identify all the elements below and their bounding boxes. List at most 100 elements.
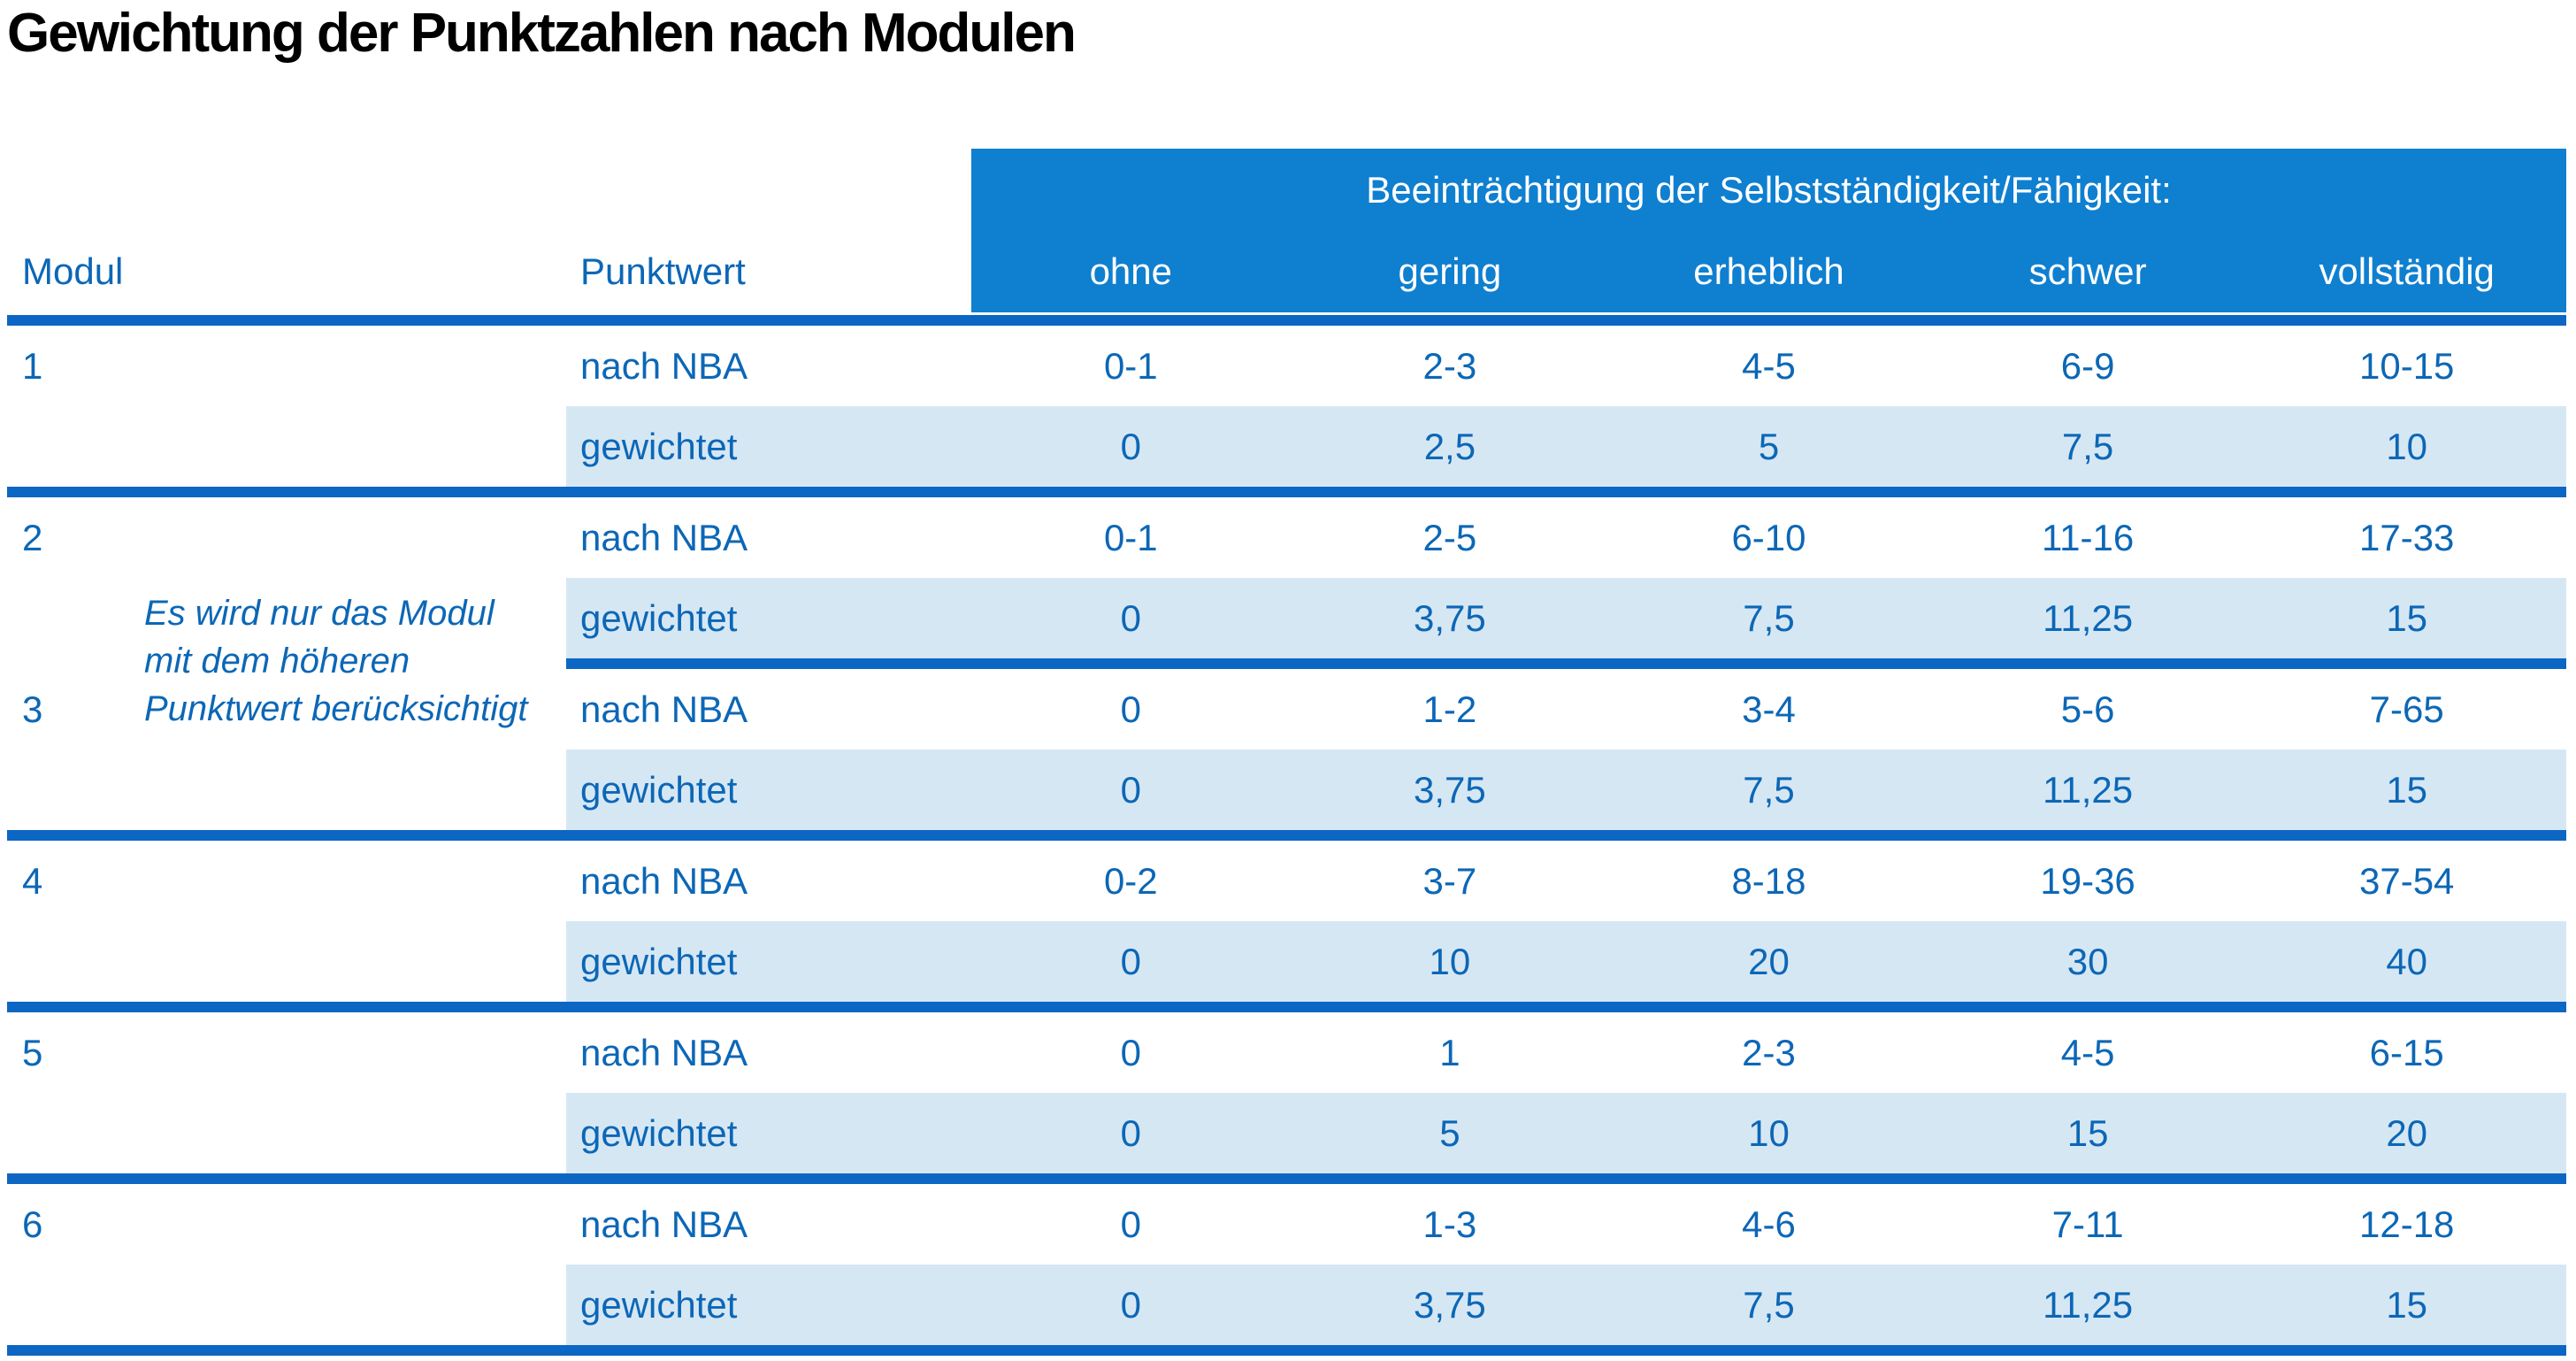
value-cell: 0: [971, 406, 1291, 487]
value-cell: 30: [1928, 921, 2248, 1002]
value-cell: 8-18: [1731, 859, 1806, 902]
severity-col-header-gering: gering: [1290, 231, 1610, 312]
partial-separator: [7, 658, 2566, 669]
column-header-modul: Modul: [22, 250, 124, 292]
header-corner-spacer: [7, 149, 971, 231]
module-number-empty: [7, 406, 566, 487]
value-cell: 7,5: [1609, 750, 1928, 830]
value-cell: 1: [1439, 1031, 1460, 1073]
header-gap: [7, 312, 2566, 315]
value-cell: 4-6: [1742, 1203, 1796, 1245]
value-cell: 19-36: [2040, 859, 2135, 902]
row-label: nach NBA: [580, 516, 748, 558]
row-label: gewichtet: [566, 750, 971, 830]
row-label: gewichtet: [566, 406, 971, 487]
value-cell: 2-3: [1742, 1031, 1796, 1073]
value-cell: 7-11: [2051, 1203, 2124, 1245]
value-cell: 0: [1120, 688, 1141, 730]
row-label: gewichtet: [566, 578, 971, 658]
module-number-empty: [7, 921, 566, 1002]
note-line: mit dem höheren: [144, 642, 410, 680]
value-cell: 10: [1290, 921, 1610, 1002]
table-row-module6-gewichtet: gewichtet 0 3,75 7,5 11,25 15: [7, 1265, 2566, 1345]
value-cell: 10: [1609, 1093, 1928, 1173]
weighting-table: Beeinträchtigung der Selbstständigkeit/F…: [7, 149, 2566, 1356]
value-cell: 6-10: [1731, 516, 1806, 558]
value-cell: 6-15: [2369, 1031, 2444, 1073]
value-cell: 0: [971, 1093, 1291, 1173]
value-cell: 11-16: [2041, 516, 2135, 558]
value-cell: 0: [971, 921, 1291, 1002]
value-cell: 37-54: [2358, 859, 2455, 902]
table-row-module4-gewichtet: gewichtet 0 10 20 30 40: [7, 921, 2566, 1002]
module-number-empty: [7, 578, 566, 658]
table-bottom-rule: [7, 1345, 2566, 1356]
table-header-columns: Modul Punktwert ohne gering erheblich sc…: [7, 231, 2566, 312]
table-header-top: Beeinträchtigung der Selbstständigkeit/F…: [7, 149, 2566, 231]
value-cell: 10: [2247, 406, 2566, 487]
group-separator: [7, 830, 2566, 841]
value-cell: 6-9: [2060, 344, 2115, 387]
value-cell: 0: [971, 1265, 1291, 1345]
value-cell: 15: [1928, 1093, 2248, 1173]
table-row-module3-nach-nba: 3 nach NBA 0 1-2 3-4 5-6 7-65: [7, 669, 2566, 750]
table-row-module1-nach-nba: 1 nach NBA 0-1 2-3 4-5 6-9 10-15: [7, 326, 2566, 406]
value-cell: 7,5: [1609, 578, 1928, 658]
column-header-punktwert: Punktwert: [580, 250, 746, 292]
severity-col-header-erheblich: erheblich: [1609, 231, 1928, 312]
value-cell: 10-15: [2358, 344, 2455, 387]
value-cell: 4-5: [2060, 1031, 2115, 1073]
module-group-2-3: 2 nach NBA 0-1 2-5 6-10 11-16 17-33 gewi…: [7, 497, 2566, 830]
module-number: 5: [7, 1012, 566, 1093]
value-cell: 20: [2247, 1093, 2566, 1173]
group-separator: [7, 487, 2566, 497]
module-number: 4: [7, 841, 566, 921]
row-label: nach NBA: [580, 1203, 748, 1245]
value-cell: 5-6: [2060, 688, 2115, 730]
note-line: Es wird nur das Modul: [144, 594, 494, 633]
module-number-empty: [7, 1265, 566, 1345]
value-cell: 0-1: [1103, 344, 1158, 387]
value-cell: 3-4: [1742, 688, 1796, 730]
module-number-empty: [7, 750, 566, 830]
row-label: nach NBA: [580, 344, 748, 387]
header-underline: [7, 315, 2566, 326]
value-cell: 3,75: [1290, 1265, 1610, 1345]
value-cell: 7-65: [2369, 688, 2444, 730]
value-cell: 1-3: [1422, 1203, 1477, 1245]
modules-2-3-note: Es wird nur das Modul mit dem höheren Pu…: [144, 589, 640, 733]
value-cell: 0: [971, 578, 1291, 658]
value-cell: 11,25: [1928, 1265, 2248, 1345]
value-cell: 7,5: [1928, 406, 2248, 487]
table-row-module1-gewichtet: gewichtet 0 2,5 5 7,5 10: [7, 406, 2566, 487]
group-separator: [7, 1173, 2566, 1184]
value-cell: 11,25: [1928, 578, 2248, 658]
value-cell: 4-5: [1742, 344, 1796, 387]
value-cell: 3-7: [1422, 859, 1477, 902]
table-row-module2-gewichtet: gewichtet 0 3,75 7,5 11,25 15: [7, 578, 2566, 658]
value-cell: 2-5: [1422, 516, 1477, 558]
value-cell: 2-3: [1422, 344, 1477, 387]
module-number: 2: [7, 497, 566, 578]
module-number-empty: [7, 1093, 566, 1173]
value-cell: 20: [1609, 921, 1928, 1002]
table-row-module4-nach-nba: 4 nach NBA 0-2 3-7 8-18 19-36 37-54: [7, 841, 2566, 921]
group-header: Beeinträchtigung der Selbstständigkeit/F…: [971, 149, 2566, 231]
module-number: 6: [7, 1184, 566, 1265]
module-number: 3: [7, 669, 566, 750]
table-row-module5-gewichtet: gewichtet 0 5 10 15 20: [7, 1093, 2566, 1173]
value-cell: 11,25: [1928, 750, 2248, 830]
value-cell: 15: [2247, 750, 2566, 830]
value-cell: 17-33: [2358, 516, 2455, 558]
value-cell: 0-1: [1103, 516, 1158, 558]
table-row-module6-nach-nba: 6 nach NBA 0 1-3 4-6 7-11 12-18: [7, 1184, 2566, 1265]
value-cell: 7,5: [1609, 1265, 1928, 1345]
value-cell: 3,75: [1290, 750, 1610, 830]
value-cell: 2,5: [1290, 406, 1610, 487]
severity-col-header-ohne: ohne: [971, 231, 1291, 312]
row-label: gewichtet: [566, 1093, 971, 1173]
value-cell: 0: [971, 750, 1291, 830]
table-row-module5-nach-nba: 5 nach NBA 0 1 2-3 4-5 6-15: [7, 1012, 2566, 1093]
value-cell: 15: [2247, 578, 2566, 658]
